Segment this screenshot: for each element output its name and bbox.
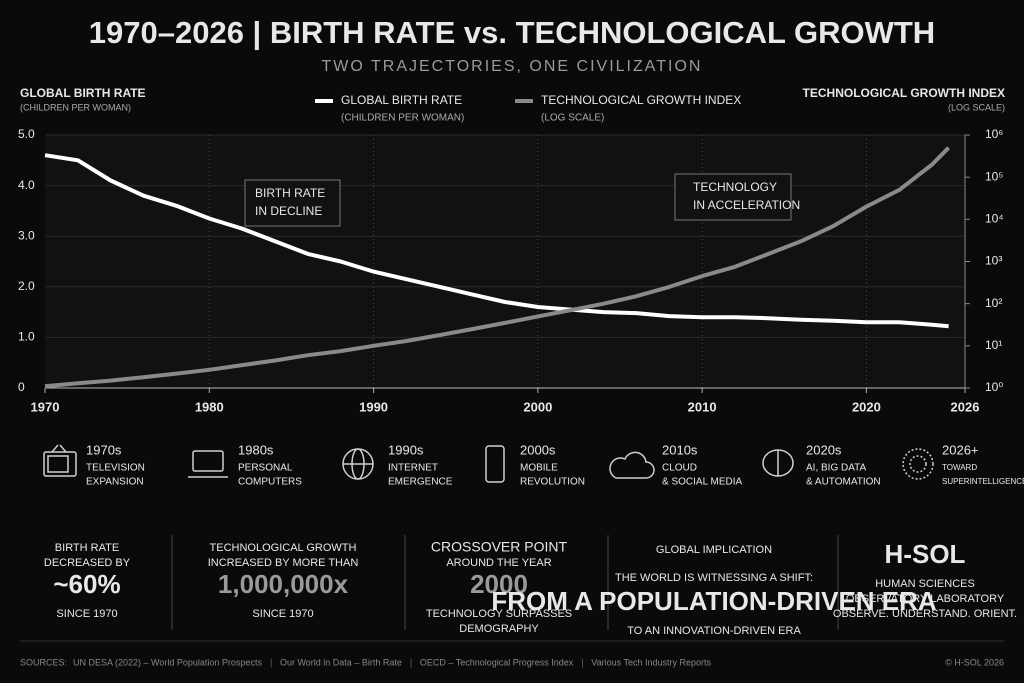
stat-text: THE WORLD IS WITNESSING A SHIFT: — [615, 572, 813, 584]
annotation-box — [244, 179, 341, 227]
legend-note: (LOG SCALE) — [541, 113, 604, 124]
y2-tick-label: 10⁵ — [985, 169, 1003, 183]
x-tick-label: 2010 — [688, 399, 717, 414]
y-tick-label: 3.0 — [18, 228, 35, 242]
stat-text: OBSERVATORY LABORATORY — [846, 593, 1005, 605]
era-text: 1980s — [238, 442, 274, 457]
annotation-text: IN ACCELERATION — [693, 198, 800, 212]
series-line — [44, 153, 949, 329]
legend-label: GLOBAL BIRTH RATE — [341, 93, 462, 107]
x-tick-label: 2026 — [951, 399, 980, 414]
stat-text: SINCE 1970 — [252, 608, 313, 620]
stat-text: H-SOL — [885, 539, 966, 569]
y2-tick-label: 10⁴ — [985, 212, 1004, 226]
y2-axis-note: (LOG SCALE) — [948, 102, 1005, 112]
era-text: COMPUTERS — [238, 477, 302, 488]
footer-source: SOURCES: — [20, 657, 67, 667]
footer-source: OECD – Technological Progress Index — [420, 657, 574, 667]
era-text: MOBILE — [520, 463, 558, 474]
y-tick-label: 2.0 — [18, 279, 35, 293]
annotation-text: BIRTH RATE — [255, 186, 325, 200]
footer-sep: | — [410, 657, 412, 667]
y2-tick-label: 10¹ — [985, 338, 1002, 352]
series-line — [44, 146, 951, 389]
stat-text: TO AN INNOVATION-DRIVEN ERA — [627, 625, 801, 637]
footer-sep: | — [581, 657, 583, 667]
era-text: TOWARD — [942, 463, 977, 472]
stat-text: SINCE 1970 — [56, 608, 117, 620]
stat-text: BIRTH RATE — [55, 542, 119, 554]
y2-tick-label: 10⁶ — [985, 127, 1003, 141]
y2-tick-label: 10² — [985, 296, 1002, 310]
y-axis-label: GLOBAL BIRTH RATE — [20, 86, 146, 100]
legend-label: TECHNOLOGICAL GROWTH INDEX — [541, 93, 741, 107]
x-tick-label: 2020 — [852, 399, 881, 414]
era-text: 2000s — [520, 442, 556, 457]
era-text: TELEVISION — [86, 463, 145, 474]
y2-tick-label: 10⁰ — [985, 380, 1003, 394]
stat-text: FROM A POPULATION-DRIVEN ERA — [491, 586, 937, 616]
y-tick-label: 4.0 — [18, 178, 35, 192]
era-text: CLOUD — [662, 463, 697, 474]
stat-text: DEMOGRAPHY — [459, 623, 539, 635]
stat-text: 2000 — [470, 569, 528, 599]
stat-text: 1,000,000x — [218, 569, 349, 599]
stat-text: GLOBAL IMPLICATION — [656, 544, 772, 556]
footer-source: Various Tech Industry Reports — [591, 657, 711, 667]
era-text: REVOLUTION — [520, 477, 585, 488]
era-text: INTERNET — [388, 463, 438, 474]
plot-area — [45, 135, 965, 388]
stat-text: DECREASED BY — [44, 557, 131, 569]
era-text: 1970s — [86, 442, 122, 457]
era-text: SUPERINTELLIGENCE? — [942, 477, 1024, 486]
annotation-box — [674, 173, 792, 221]
era-text: 2020s — [806, 442, 842, 457]
era-icons — [43, 444, 934, 483]
stat-text: TECHNOLOGY SURPASSES — [426, 608, 572, 620]
stat-text: ~60% — [53, 569, 120, 599]
era-text: EMERGENCE — [388, 477, 453, 488]
y-axis-note: (CHILDREN PER WOMAN) — [20, 102, 131, 112]
stat-text: HUMAN SCIENCES — [875, 578, 975, 590]
footer-source: Our World in Data – Birth Rate — [280, 657, 402, 667]
x-tick-label: 1970 — [31, 399, 60, 414]
y-tick-label: 1.0 — [18, 330, 35, 344]
legend-note: (CHILDREN PER WOMAN) — [341, 113, 464, 124]
stat-text: OBSERVE. UNDERSTAND. ORIENT. — [833, 608, 1017, 620]
subtitle: TWO TRAJECTORIES, ONE CIVILIZATION — [322, 58, 703, 75]
copyright: © H-SOL 2026 — [945, 657, 1004, 667]
y2-tick-label: 10³ — [985, 254, 1002, 268]
era-text: 1990s — [388, 442, 424, 457]
era-text: & SOCIAL MEDIA — [662, 477, 743, 488]
era-text: PERSONAL — [238, 463, 293, 474]
annotation-text: TECHNOLOGY — [693, 180, 777, 194]
era-text: 2010s — [662, 442, 698, 457]
x-tick-label: 2000 — [523, 399, 552, 414]
x-tick-label: 1990 — [359, 399, 388, 414]
x-tick-label: 1980 — [195, 399, 224, 414]
y-tick-label: 5.0 — [18, 127, 35, 141]
stat-text: INCREASED BY MORE THAN — [208, 557, 359, 569]
stat-text: AROUND THE YEAR — [446, 557, 551, 569]
annotation-text: IN DECLINE — [255, 204, 322, 218]
stat-text: CROSSOVER POINT — [431, 539, 568, 555]
era-text: 2026+ — [942, 442, 979, 457]
title: 1970–2026 | BIRTH RATE vs. TECHNOLOGICAL… — [89, 15, 935, 50]
era-text: & AUTOMATION — [806, 477, 881, 488]
y2-axis-label: TECHNOLOGICAL GROWTH INDEX — [803, 86, 1005, 100]
era-text: EXPANSION — [86, 477, 144, 488]
footer-source: UN DESA (2022) – World Population Prospe… — [73, 657, 262, 667]
y-tick-label: 0 — [18, 380, 25, 394]
era-text: AI, BIG DATA — [806, 463, 867, 474]
footer-sep: | — [270, 657, 272, 667]
stat-text: TECHNOLOGICAL GROWTH — [210, 542, 357, 554]
